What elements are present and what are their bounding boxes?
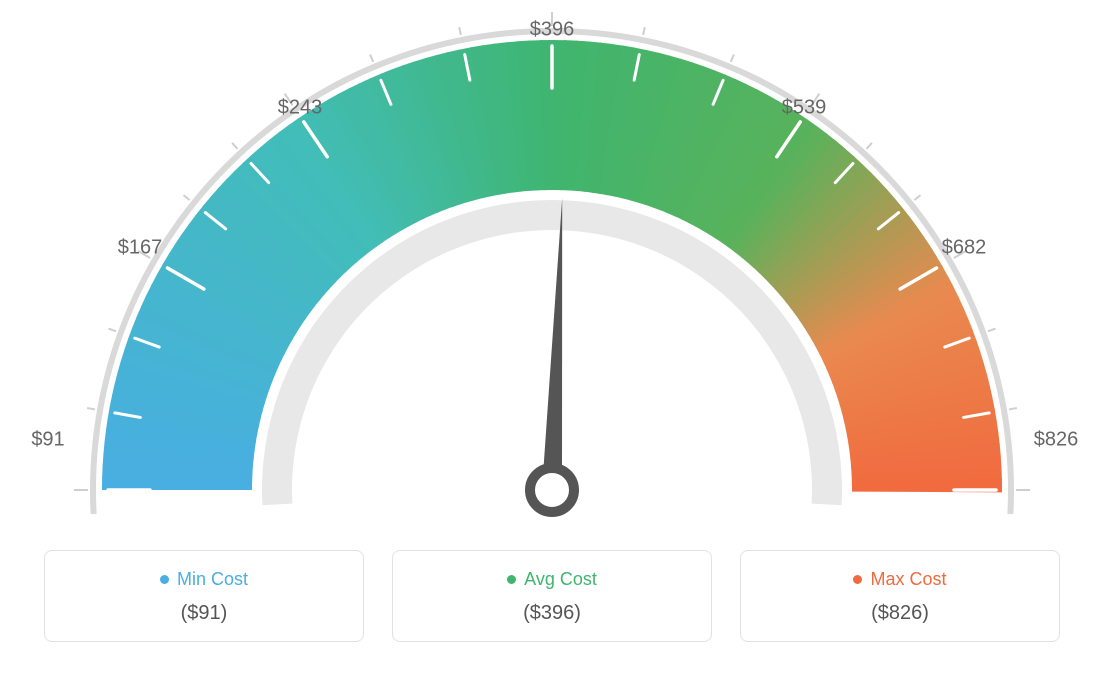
dot-icon bbox=[160, 575, 169, 584]
min-cost-value: ($91) bbox=[55, 602, 353, 625]
gauge-svg bbox=[0, 0, 1104, 550]
tick-label: $167 bbox=[118, 237, 163, 260]
dot-icon bbox=[853, 575, 862, 584]
dot-icon bbox=[507, 575, 516, 584]
max-cost-card: Max Cost ($826) bbox=[740, 550, 1060, 642]
avg-cost-card: Avg Cost ($396) bbox=[392, 550, 712, 642]
tick-label: $396 bbox=[530, 19, 575, 42]
tick-label: $539 bbox=[782, 97, 827, 120]
max-cost-title: Max Cost bbox=[853, 569, 946, 590]
needle bbox=[542, 198, 562, 490]
needle-hub bbox=[530, 468, 574, 512]
tick-label: $682 bbox=[942, 237, 987, 260]
tick-label: $91 bbox=[31, 429, 64, 452]
max-cost-label: Max Cost bbox=[870, 569, 946, 590]
avg-cost-label: Avg Cost bbox=[524, 569, 597, 590]
min-cost-card: Min Cost ($91) bbox=[44, 550, 364, 642]
avg-cost-value: ($396) bbox=[403, 602, 701, 625]
max-cost-value: ($826) bbox=[751, 602, 1049, 625]
min-cost-title: Min Cost bbox=[160, 569, 248, 590]
avg-cost-title: Avg Cost bbox=[507, 569, 597, 590]
gauge-wrap: $91 $167 $243 $396 $539 $682 $826 bbox=[0, 0, 1104, 550]
summary-cards: Min Cost ($91) Avg Cost ($396) Max Cost … bbox=[0, 550, 1104, 642]
tick-label: $826 bbox=[1034, 429, 1079, 452]
min-cost-label: Min Cost bbox=[177, 569, 248, 590]
tick-label: $243 bbox=[278, 97, 323, 120]
